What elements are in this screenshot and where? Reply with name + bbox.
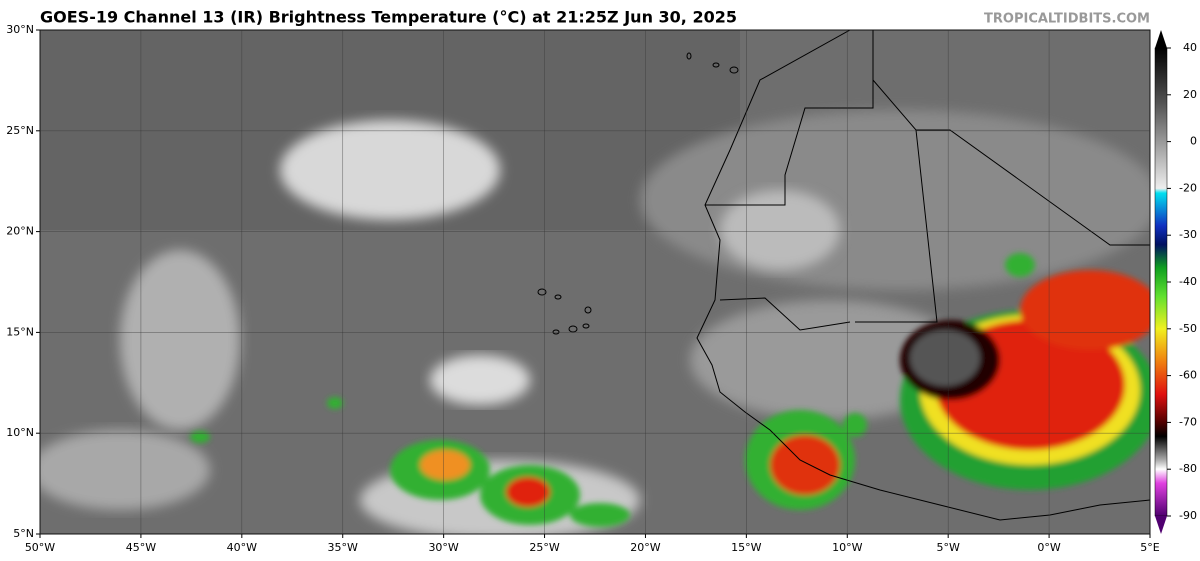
lon-tick-label: 45°W [126,541,156,554]
colorbar-tick-label: -50 [1179,322,1197,335]
lat-tick-label: 5°N [13,527,34,540]
lon-tick-label: 30°W [428,541,458,554]
source-label: TROPICALTIDBITS.COM [984,12,1150,27]
lon-tick-label: 25°W [529,541,559,554]
lon-tick-label: 5°E [1140,541,1159,554]
lat-tick-label: 25°N [6,124,34,137]
lon-tick-label: 5°W [936,541,959,554]
colorbar-tick-label: -70 [1179,415,1197,428]
lat-tick-label: 20°N [6,225,34,238]
colorbar [1154,30,1168,534]
lat-tick-label: 15°N [6,325,34,338]
lon-tick-label: 40°W [227,541,257,554]
lat-tick-label: 10°N [6,426,34,439]
colorbar-tick-label: 0 [1190,135,1197,148]
colorbar-tick-label: 20 [1183,88,1197,101]
lon-tick-label: 35°W [328,541,358,554]
lon-tick-label: 50°W [25,541,55,554]
satellite-image [40,30,1150,534]
colorbar-tick-label: -30 [1179,228,1197,241]
colorbar-tick-label: -60 [1179,369,1197,382]
lon-tick-label: 20°W [630,541,660,554]
lat-tick-label: 30°N [6,23,34,36]
lon-tick-label: 10°W [832,541,862,554]
colorbar-tick-label: -40 [1179,275,1197,288]
lon-tick-label: 0°W [1037,541,1060,554]
title: GOES-19 Channel 13 (IR) Brightness Tempe… [40,8,737,27]
colorbar-tick-label: -90 [1179,509,1197,522]
lon-tick-label: 15°W [731,541,761,554]
colorbar-tick-label: 40 [1183,41,1197,54]
colorbar-tick-label: -20 [1179,181,1197,194]
colorbar-tick-label: -80 [1179,462,1197,475]
